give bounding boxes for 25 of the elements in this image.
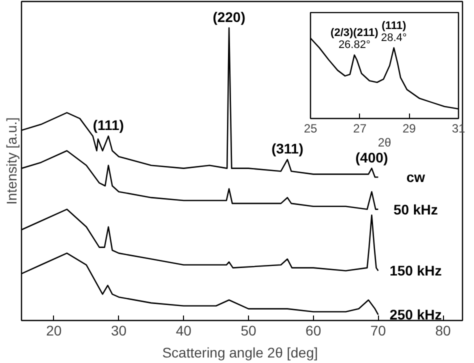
annotation: 28.4°	[380, 32, 407, 44]
x-tick-label: 25	[304, 122, 318, 136]
annotation: (111)	[92, 117, 124, 134]
x-axis-title: 2θ	[378, 136, 392, 150]
annotation: (111)	[382, 20, 406, 32]
x-tick-label: 60	[306, 322, 322, 338]
annotation: (220)	[212, 8, 246, 25]
series-label: 150 kHz	[390, 262, 442, 279]
x-tick-label: 40	[176, 322, 192, 338]
text: cw	[406, 169, 426, 186]
x-tick-label: 50	[240, 322, 256, 338]
x-tick-label: 27	[353, 122, 367, 136]
annotation: (311)	[271, 140, 304, 157]
annotation: 26.82°	[338, 39, 370, 52]
x-tick-label: 70	[370, 322, 386, 338]
x-tick-label: 30	[110, 322, 127, 338]
series-label: 50 kHz	[393, 201, 438, 218]
y-axis-title: Intensity [a.u.]	[4, 117, 20, 205]
x-tick-label: 29	[402, 122, 416, 136]
annotation: (2/3)(211)	[330, 27, 379, 40]
legend-label: 250 kHz	[390, 306, 442, 323]
annotation: (400)	[355, 149, 388, 166]
x-axis-title: Scattering angle 2θ [deg]	[162, 344, 318, 360]
x-tick-label: 80	[435, 322, 452, 338]
x-tick-label: 20	[46, 322, 62, 338]
